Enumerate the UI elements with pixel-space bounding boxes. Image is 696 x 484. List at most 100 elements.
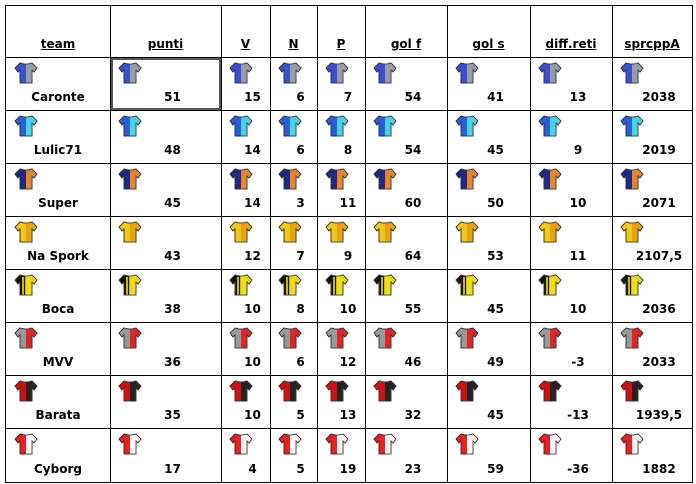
stat-value: 64 (404, 249, 422, 263)
column-header: V (240, 37, 251, 51)
cell: 4 (221, 428, 271, 483)
cell: -36 (530, 428, 613, 483)
cell: -13 (530, 375, 613, 429)
stat-value: 53 (487, 249, 504, 263)
stat-value: 6 (296, 90, 305, 104)
column-header: team (40, 37, 76, 51)
cell: 5 (270, 428, 318, 483)
jersey-icon (118, 327, 142, 349)
stat-value: 41 (487, 90, 504, 104)
jersey-icon (538, 221, 562, 243)
top-strip (0, 0, 696, 5)
jersey-icon (373, 327, 397, 349)
stat-value: 17 (164, 462, 181, 476)
stat-value: 2036 (642, 302, 676, 316)
stat-value: 14 (244, 143, 261, 157)
stat-value: 32 (404, 408, 422, 422)
stat-value: 9 (573, 143, 583, 157)
cell: 3 (270, 163, 318, 217)
jersey-icon (455, 62, 479, 84)
cell: 13 (530, 57, 613, 111)
stat-value: 10 (244, 355, 261, 369)
cell: Caronte (5, 57, 111, 111)
stat-value: -36 (567, 462, 589, 476)
cell: 11 (530, 216, 613, 270)
cell: 6 (270, 110, 318, 164)
cell: 10 (221, 375, 271, 429)
cell: 45 (110, 163, 222, 217)
cell: 54 (365, 110, 448, 164)
jersey-icon (620, 274, 644, 296)
stat-value: 54 (404, 90, 422, 104)
cell: 12 (317, 322, 366, 376)
stat-value: 8 (343, 143, 353, 157)
stat-value: 36 (164, 355, 181, 369)
stat-value: -3 (571, 355, 585, 369)
cell: 12 (221, 216, 271, 270)
jersey-icon (14, 115, 38, 137)
team-name: Barata (35, 408, 81, 422)
cell: 5 (270, 375, 318, 429)
stat-value: 60 (404, 196, 422, 210)
cell: 23 (365, 428, 448, 483)
column-header: punti (147, 37, 184, 51)
stat-value: 2107,5 (635, 249, 683, 263)
stat-value: 10 (339, 302, 357, 316)
cell: 35 (110, 375, 222, 429)
cell: 48 (110, 110, 222, 164)
stat-value: 35 (164, 408, 181, 422)
cell: 15 (221, 57, 271, 111)
cell: 11 (317, 163, 366, 217)
jersey-icon (455, 221, 479, 243)
jersey-icon (325, 327, 349, 349)
stat-value: 10 (569, 302, 587, 316)
team-name: Caronte (31, 90, 85, 104)
jersey-icon (373, 168, 397, 190)
cell: 46 (365, 322, 448, 376)
jersey-icon (620, 327, 644, 349)
jersey-icon (229, 168, 253, 190)
jersey-icon (325, 274, 349, 296)
team-name: Cyborg (34, 462, 82, 476)
cell: 50 (447, 163, 531, 217)
cell: 2038 (612, 57, 693, 111)
jersey-icon (325, 433, 349, 455)
cell: 45 (447, 375, 531, 429)
cell: 17 (110, 428, 222, 483)
jersey-icon (14, 168, 38, 190)
stat-value: 2019 (642, 143, 676, 157)
cell: 9 (530, 110, 613, 164)
jersey-icon (278, 327, 302, 349)
jersey-icon (620, 62, 644, 84)
cell: 43 (110, 216, 222, 270)
jersey-icon (229, 433, 253, 455)
team-name: Boca (41, 302, 75, 316)
team-name: MVV (42, 355, 74, 369)
jersey-icon (118, 168, 142, 190)
cell: Barata (5, 375, 111, 429)
stat-value: 49 (487, 355, 504, 369)
stat-value: 55 (404, 302, 422, 316)
stat-value: 48 (164, 143, 181, 157)
cell: 1882 (612, 428, 693, 483)
jersey-icon (229, 62, 253, 84)
jersey-icon (620, 380, 644, 402)
cell: 10 (317, 269, 366, 323)
jersey-icon (538, 274, 562, 296)
jersey-icon (118, 433, 142, 455)
jersey-icon (14, 62, 38, 84)
team-name: Na Spork (27, 249, 89, 263)
stat-value: 6 (296, 355, 305, 369)
cell: MVV (5, 322, 111, 376)
team-name: Lulic71 (33, 143, 83, 157)
cell: Super (5, 163, 111, 217)
jersey-icon (325, 380, 349, 402)
cell: team (5, 5, 111, 58)
stat-value: 45 (487, 143, 504, 157)
jersey-icon (373, 62, 397, 84)
jersey-icon (455, 327, 479, 349)
cell: 60 (365, 163, 448, 217)
stat-value: 45 (487, 302, 504, 316)
stat-value: 15 (244, 90, 261, 104)
stat-value: 59 (487, 462, 504, 476)
